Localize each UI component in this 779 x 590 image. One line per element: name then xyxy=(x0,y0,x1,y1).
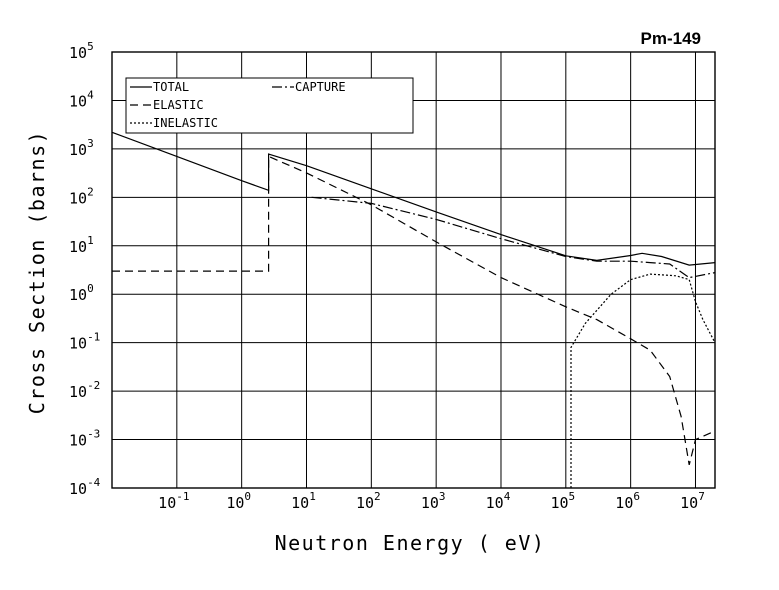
legend-box xyxy=(125,77,414,134)
legend: TOTAL ELASTIC INELASTIC CAPTURE xyxy=(125,77,414,134)
x-tick-label: 104 xyxy=(486,490,511,512)
x-tick-label: 10-1 xyxy=(158,490,189,512)
plot-frame xyxy=(111,51,716,489)
series-inelastic-line xyxy=(570,273,716,488)
y-tick-label: 100 xyxy=(69,282,94,304)
series-elastic-line xyxy=(112,155,716,466)
y-tick-label: 101 xyxy=(69,234,94,256)
x-tick-label: 102 xyxy=(356,490,381,512)
y-tick-label: 10-3 xyxy=(69,428,100,450)
y-tick-label: 105 xyxy=(69,40,94,62)
x-tick-labels: 10-1 100 101 102 103 104 105 106 107 xyxy=(158,490,705,512)
y-tick-label: 103 xyxy=(69,137,94,159)
y-tick-label: 10-4 xyxy=(69,476,101,498)
y-tick-label: 10-1 xyxy=(69,331,100,353)
x-tick-label: 107 xyxy=(680,490,705,512)
y-tick-label: 104 xyxy=(69,88,94,110)
x-tick-label: 106 xyxy=(615,490,640,512)
y-tick-label: 10-2 xyxy=(69,379,100,401)
chart-title: Pm-149 xyxy=(641,29,701,48)
legend-label-inelastic: INELASTIC xyxy=(153,116,218,130)
series-capture-line xyxy=(311,196,716,279)
legend-label-capture: CAPTURE xyxy=(295,80,346,94)
x-tick-label: 101 xyxy=(291,490,316,512)
y-axis-label: Cross Section (barns) xyxy=(25,130,49,414)
y-tick-label: 102 xyxy=(69,185,94,207)
x-tick-label: 105 xyxy=(550,490,575,512)
legend-label-total: TOTAL xyxy=(153,80,189,94)
x-axis-label: Neutron Energy ( eV) xyxy=(275,531,546,555)
legend-label-elastic: ELASTIC xyxy=(153,98,204,112)
y-tick-labels: 10-4 10-3 10-2 10-1 100 101 102 103 104 105 xyxy=(69,40,101,498)
series-total-line xyxy=(111,131,716,266)
x-tick-label: 103 xyxy=(421,490,446,512)
x-tick-label: 100 xyxy=(226,490,251,512)
series-lines xyxy=(111,131,716,488)
